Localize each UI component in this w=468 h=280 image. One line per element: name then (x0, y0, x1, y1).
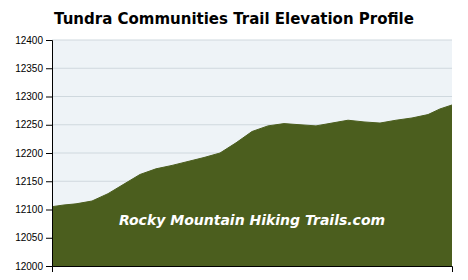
y-tick-mark (46, 40, 52, 41)
chart-svg: Tundra Communities Trail Elevation Profi… (0, 0, 468, 280)
marks (52, 105, 452, 266)
y-tick-label: 12250 (15, 119, 43, 130)
plot-area: 12000 12050 12100 12150 12200 12250 12300 12350… (15, 35, 452, 272)
y-tick-mark (46, 210, 52, 211)
y-tick: 12300 (15, 91, 52, 102)
grid-line (52, 68, 452, 69)
chart-container: Tundra Communities Trail Elevation Profi… (0, 0, 468, 280)
y-tick-mark (46, 125, 52, 126)
y-tick-label: 12050 (15, 232, 43, 243)
x-axis-line (53, 267, 453, 273)
grid-line (52, 96, 452, 97)
plot-background (52, 40, 452, 266)
y-tick-label: 12200 (15, 148, 43, 159)
y-tick: 12250 (15, 119, 52, 130)
y-tick: 12350 (15, 63, 52, 74)
y-tick-label: 12150 (15, 176, 43, 187)
y-tick: 12050 (15, 232, 52, 243)
y-tick-mark (46, 153, 52, 154)
y-axis-line (46, 41, 53, 267)
y-tick: 12200 (15, 148, 52, 159)
grid (52, 40, 452, 266)
chart-title: Tundra Communities Trail Elevation Profi… (54, 10, 414, 28)
y-tick-label: 12100 (15, 204, 43, 215)
y-tick-label: 12400 (15, 35, 43, 46)
y-tick-mark (46, 181, 52, 182)
y-tick: 12000 (15, 261, 52, 272)
y-tick: 12150 (15, 176, 52, 187)
grid-line (52, 40, 452, 41)
elevation-line (52, 105, 452, 207)
y-tick-mark (46, 266, 52, 267)
y-tick-mark (46, 97, 52, 98)
y-tick: 12100 (15, 204, 52, 215)
y-tick: 12400 (15, 35, 52, 46)
watermark: Rocky Mountain Hiking Trails.com (119, 212, 385, 228)
elevation-area (52, 105, 452, 266)
y-tick-label: 12000 (15, 261, 43, 272)
y-tick-mark (46, 68, 52, 69)
y-tick-label: 12300 (15, 91, 43, 102)
y-tick-mark (46, 238, 52, 239)
x-axis (53, 267, 453, 273)
y-axis: 12000 12050 12100 12150 12200 12250 12300 12350… (15, 35, 52, 272)
y-tick-label: 12350 (15, 63, 43, 74)
